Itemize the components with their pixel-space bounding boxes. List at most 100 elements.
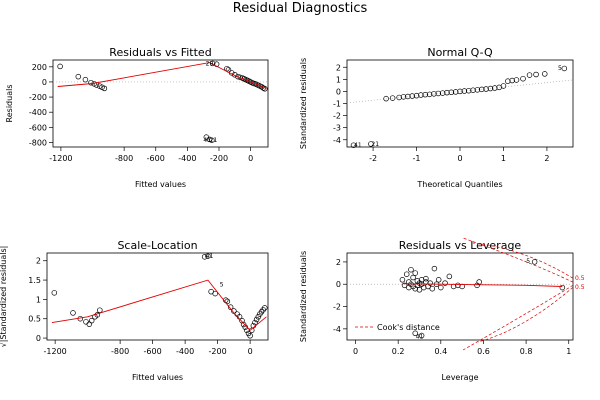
plot-frame	[346, 252, 574, 341]
data-point	[452, 89, 459, 95]
cooks-distance-contour	[462, 237, 574, 283]
data-point	[227, 304, 234, 310]
data-point	[399, 277, 406, 283]
data-point	[396, 94, 402, 101]
data-point	[470, 87, 476, 93]
cooks-distance-contour	[472, 242, 574, 279]
data-point	[435, 277, 442, 283]
y-tick-label: 2	[336, 258, 341, 267]
y-tick-label: -4	[333, 136, 341, 145]
x-tick-label: -400	[178, 154, 196, 163]
point-label: 41	[203, 137, 211, 144]
data-point	[412, 330, 418, 337]
data-point	[461, 88, 468, 94]
smooth-line	[57, 62, 267, 89]
data-point	[410, 274, 416, 281]
data-point	[249, 327, 255, 334]
panel-2: Normal Q-Q Theoretical Quantiles Standardi…	[299, 46, 574, 189]
y-tick-label: -4	[333, 325, 341, 334]
data-point	[206, 136, 213, 143]
data-point	[541, 71, 548, 77]
smooth-line	[51, 279, 267, 331]
plot-frame	[52, 59, 269, 148]
data-point	[531, 259, 538, 265]
data-point	[520, 75, 526, 82]
data-point	[101, 85, 108, 92]
data-point	[409, 93, 415, 99]
data-point	[405, 93, 411, 100]
x-tick-label: 0.6	[477, 347, 490, 356]
plot-frame	[346, 59, 574, 148]
point-label: 5	[220, 282, 224, 289]
point-label: 5	[558, 65, 562, 72]
data-point	[88, 79, 94, 86]
data-point	[258, 84, 265, 90]
data-point	[478, 86, 485, 93]
data-point	[350, 142, 357, 148]
data-point	[442, 280, 448, 286]
y-tick-label: -200	[29, 93, 47, 102]
x-tick-label: 0	[248, 154, 253, 163]
data-point	[412, 270, 418, 276]
x-tick-label: 0	[457, 154, 462, 163]
panels: Residuals vs Fitted Fitted values Residual…	[0, 46, 585, 382]
data-point	[82, 76, 89, 83]
panel-title: Residuals vs Leverage	[399, 239, 522, 252]
point-label: 41	[354, 142, 362, 149]
data-point	[209, 137, 215, 143]
x-axis-label: Fitted values	[132, 373, 183, 382]
point-label: 21	[210, 137, 218, 144]
point-label: 29	[206, 60, 214, 67]
x-tick-label: 0	[353, 347, 358, 356]
data-point	[448, 89, 455, 96]
y-tick-label: 0	[42, 78, 47, 87]
data-point	[368, 141, 374, 147]
data-point	[83, 319, 89, 325]
data-point	[205, 253, 211, 259]
data-point	[513, 77, 520, 83]
data-point	[212, 290, 218, 297]
data-point	[88, 317, 95, 324]
data-point	[416, 287, 423, 293]
x-tick-label: 0	[248, 347, 253, 356]
data-point	[431, 91, 437, 97]
data-point	[492, 85, 498, 91]
x-tick-label: 2	[544, 154, 549, 163]
data-point	[237, 74, 244, 81]
y-tick-label: -400	[29, 108, 47, 117]
cooks-distance-contour	[477, 286, 574, 343]
x-tick-label: 1	[566, 347, 571, 356]
data-point	[427, 280, 433, 286]
panel-1: Residuals vs Fitted Fitted values Residual…	[5, 46, 269, 189]
y-tick-label: 1	[336, 75, 341, 84]
y-axis-label: Residuals	[5, 85, 14, 123]
point-label: 41	[416, 334, 424, 341]
x-tick-label: -200	[210, 154, 228, 163]
panel-title: Residuals vs Fitted	[109, 46, 211, 59]
data-point	[383, 95, 389, 102]
data-point	[247, 332, 253, 339]
point-label: 5	[526, 258, 530, 265]
x-tick-label: -1200	[44, 347, 67, 356]
x-tick-label: 1	[501, 154, 506, 163]
data-point	[435, 90, 442, 97]
data-point	[389, 95, 396, 101]
data-point	[97, 307, 103, 313]
data-point	[418, 332, 425, 339]
y-tick-label: 2	[36, 257, 41, 266]
data-point	[474, 87, 481, 93]
y-tick-label: 1	[36, 295, 41, 304]
qq-reference-line	[346, 79, 574, 104]
data-point	[401, 282, 408, 289]
data-point	[465, 87, 472, 94]
x-tick-label: -1200	[49, 154, 72, 163]
y-tick-label: 0.5	[28, 315, 41, 324]
x-axis-label: Fitted values	[135, 180, 186, 189]
data-point	[240, 321, 247, 328]
panel-4: Residuals vs Leverage Leverage Standardize…	[299, 237, 585, 382]
data-point	[444, 89, 450, 96]
data-point	[438, 284, 444, 291]
y-tick-label: -800	[29, 138, 47, 147]
y-tick-label: 0	[336, 280, 341, 289]
point-label: 41	[206, 253, 214, 260]
